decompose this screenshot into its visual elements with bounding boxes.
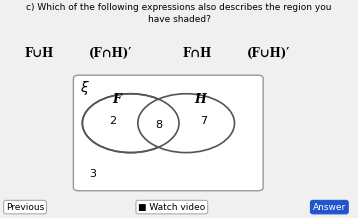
Text: (F∪H)′: (F∪H)′ (247, 47, 290, 60)
Text: ξ: ξ (81, 81, 88, 95)
Text: F∪H: F∪H (25, 47, 54, 60)
FancyBboxPatch shape (73, 75, 263, 191)
Text: F∩H: F∩H (182, 47, 212, 60)
Text: F: F (112, 93, 121, 106)
Text: 7: 7 (200, 116, 208, 126)
Text: Answer: Answer (313, 203, 346, 212)
Text: Previous: Previous (6, 203, 44, 212)
Text: have shaded?: have shaded? (147, 15, 211, 24)
Text: 8: 8 (155, 120, 162, 130)
Text: ■ Watch video: ■ Watch video (138, 203, 205, 212)
Text: c) Which of the following expressions also describes the region you: c) Which of the following expressions al… (26, 3, 332, 12)
Circle shape (82, 94, 179, 153)
Text: 3: 3 (90, 169, 97, 179)
Text: H: H (195, 93, 206, 106)
Circle shape (138, 94, 234, 153)
Text: 2: 2 (109, 116, 116, 126)
Text: (F∩H)′: (F∩H)′ (89, 47, 133, 60)
